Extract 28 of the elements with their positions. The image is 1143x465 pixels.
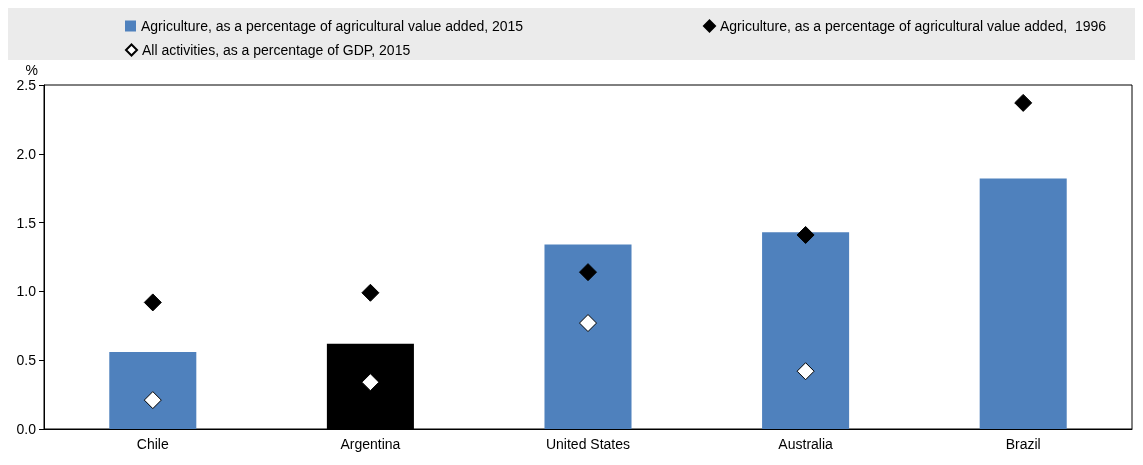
- legend-label: Agriculture, as a percentage of agricultural value added, 2015: [141, 18, 524, 34]
- point: [796, 225, 815, 244]
- y-tick-label: 2.0: [16, 145, 37, 162]
- y-tick-label: 0.5: [16, 352, 37, 369]
- point: [796, 362, 815, 381]
- bar: [762, 232, 850, 429]
- point: [579, 314, 597, 333]
- y-tick-label: 0.0: [16, 421, 37, 437]
- bar: [109, 351, 197, 429]
- x-tick-label: United States: [545, 436, 631, 452]
- point: [361, 283, 380, 302]
- x-tick-label: Argentina: [340, 436, 401, 452]
- legend-label: All activities, as a percentage of GDP, 2015: [142, 42, 411, 58]
- x-tick-label: Brazil: [1005, 436, 1041, 452]
- x-tick-label: Chile: [136, 436, 169, 452]
- y-tick-label: 2.5: [16, 77, 37, 93]
- bar: [979, 178, 1067, 429]
- y-tick-label: 1.0: [16, 283, 37, 300]
- bar: [544, 244, 632, 429]
- point: [143, 293, 162, 312]
- legend-label: Agriculture, as a percentage of agricultural value added, 1996: [720, 18, 1107, 34]
- y-axis-title: %: [25, 62, 38, 78]
- x-tick-label: Australia: [778, 436, 834, 452]
- point: [361, 373, 380, 392]
- y-tick-label: 1.5: [16, 214, 37, 231]
- point: [579, 263, 597, 282]
- point: [1014, 93, 1033, 112]
- point: [143, 391, 162, 410]
